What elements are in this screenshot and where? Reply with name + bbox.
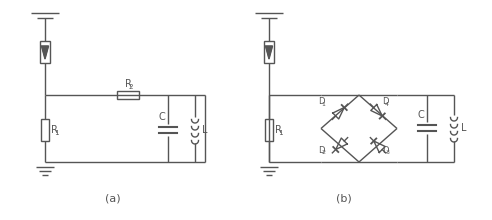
Text: D: D (318, 97, 325, 106)
Polygon shape (266, 46, 273, 59)
Text: R: R (51, 125, 58, 135)
Text: D: D (382, 97, 389, 106)
Bar (40, 41, 50, 63)
Polygon shape (41, 46, 49, 59)
Text: C: C (417, 110, 424, 120)
Text: 1: 1 (278, 130, 283, 136)
Text: 2: 2 (321, 150, 325, 155)
Text: R: R (275, 125, 282, 135)
Text: 1: 1 (55, 130, 59, 136)
Text: L: L (202, 125, 208, 135)
Text: 1: 1 (321, 102, 325, 107)
Text: 3: 3 (385, 150, 389, 155)
Bar (117, 91, 139, 99)
Text: (b): (b) (336, 193, 352, 203)
Text: C: C (158, 112, 165, 122)
Text: (a): (a) (105, 193, 121, 203)
Text: 2: 2 (128, 84, 133, 90)
Text: D: D (382, 146, 389, 155)
Bar (41, 119, 49, 141)
Text: D: D (318, 146, 325, 155)
Text: L: L (461, 123, 466, 133)
Bar (265, 119, 273, 141)
Bar (264, 41, 274, 63)
Text: 4: 4 (385, 102, 389, 107)
Text: R: R (125, 79, 132, 89)
